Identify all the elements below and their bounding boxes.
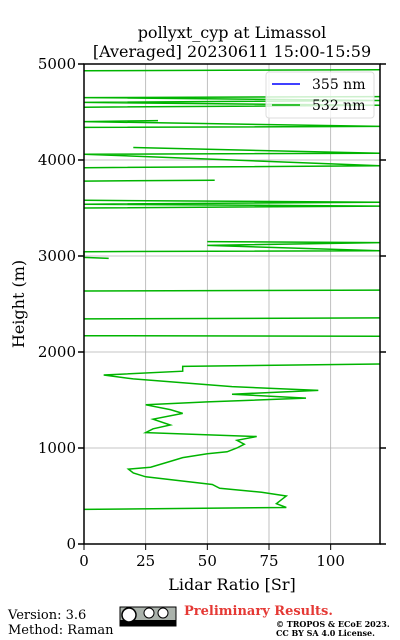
version: Version: 3.6 bbox=[7, 608, 86, 623]
y-tick-label: 4000 bbox=[38, 151, 76, 169]
legend: 355 nm 532 nm bbox=[265, 71, 375, 119]
plot-frame bbox=[83, 63, 381, 545]
legend-label: 532 nm bbox=[312, 98, 365, 114]
y-tick-label: 1000 bbox=[38, 439, 76, 457]
chart-subtitle: [Averaged] 20230611 15:00-15:59 bbox=[93, 42, 371, 61]
y-tick-label: 0 bbox=[66, 535, 76, 553]
cc-logo bbox=[119, 606, 177, 627]
y-tick-label: 2000 bbox=[38, 343, 76, 361]
profile-line bbox=[83, 69, 381, 511]
preliminary-notice: Preliminary Results. bbox=[184, 604, 333, 619]
y-tick-label: 3000 bbox=[38, 247, 76, 265]
x-tick-label: 100 bbox=[316, 552, 345, 570]
license: CC BY SA 4.0 License. bbox=[276, 628, 375, 638]
x-tick-label: 50 bbox=[198, 552, 217, 570]
y-axis-label: Height (m) bbox=[9, 260, 28, 348]
x-tick-label: 25 bbox=[136, 552, 155, 570]
method: Method: Raman bbox=[8, 623, 114, 638]
x-tick-label: 0 bbox=[79, 552, 89, 570]
chart-title: pollyxt_cyp at Limassol bbox=[138, 23, 327, 42]
x-axis-label: Lidar Ratio [Sr] bbox=[168, 575, 296, 594]
y-tick-label: 5000 bbox=[38, 55, 76, 73]
legend-label: 355 nm bbox=[312, 77, 365, 93]
copyright: © TROPOS & ECoE 2023. bbox=[276, 619, 390, 629]
x-tick-label: 75 bbox=[259, 552, 278, 570]
